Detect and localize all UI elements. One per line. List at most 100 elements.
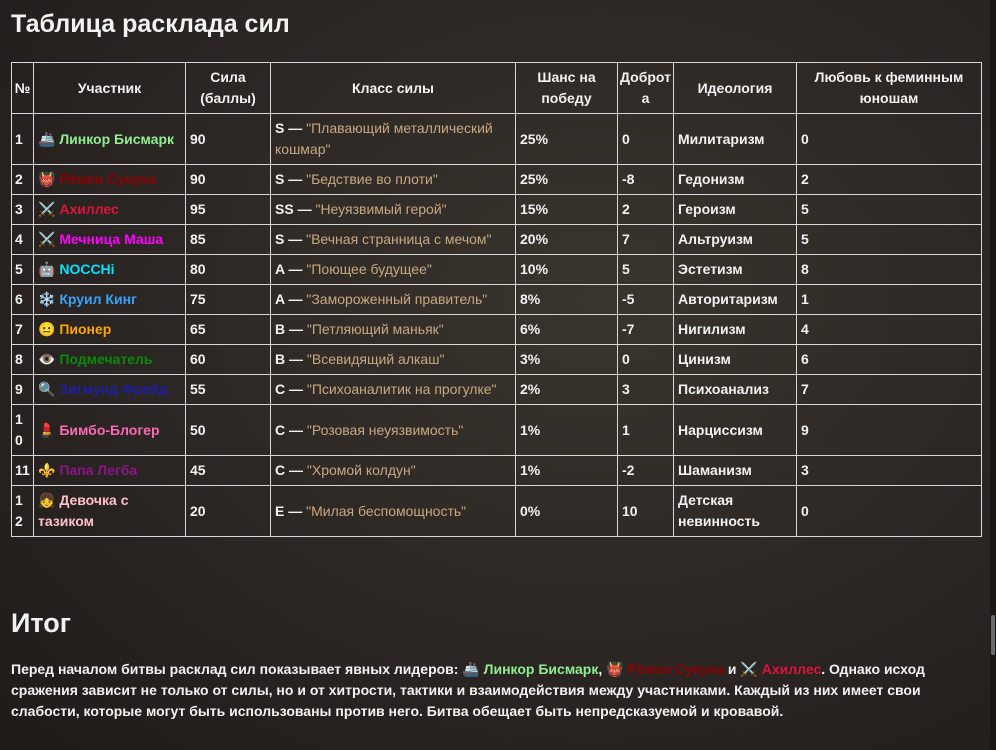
win-chance: 8% bbox=[515, 284, 618, 315]
love: 9 bbox=[796, 404, 982, 456]
header-row: № Участник Сила (баллы) Класс силы Шанс на п… bbox=[11, 62, 982, 114]
participant-name: Девочка с тазиком bbox=[38, 492, 129, 529]
class-cell: S — "Плавающий металлический кошмар" bbox=[270, 113, 516, 165]
ideology: Нигилизм bbox=[673, 314, 797, 345]
class-name: "Замороженный правитель" bbox=[306, 291, 488, 307]
love: 5 bbox=[796, 224, 982, 255]
win-chance: 15% bbox=[515, 194, 618, 225]
column-header: Шанс на победу bbox=[515, 62, 618, 114]
win-chance: 10% bbox=[515, 254, 618, 285]
love: 4 bbox=[796, 314, 982, 345]
love: 7 bbox=[796, 374, 982, 405]
row-number: 10 bbox=[11, 404, 34, 456]
column-header: Участник bbox=[33, 62, 186, 114]
summary-icon: 🚢 bbox=[462, 661, 480, 677]
kindness: 3 bbox=[617, 374, 674, 405]
participant-icon: ⚜️ bbox=[38, 462, 56, 478]
power: 65 bbox=[185, 314, 271, 345]
participant-icon: ❄️ bbox=[38, 291, 56, 307]
kindness: 10 bbox=[617, 485, 674, 537]
row-number: 7 bbox=[11, 314, 34, 345]
table-row: 5 🤖 NOCCHi 80 A — "Поющее будущее" 10% 5 Эстет… bbox=[11, 254, 982, 285]
summary-text-part: Перед началом битвы расклад сил показыва… bbox=[11, 661, 463, 677]
class-cell: S — "Бедствие во плоти" bbox=[270, 164, 516, 195]
table-row: 1 🚢 Линкор Бисмарк 90 S — "Плавающий металл… bbox=[11, 113, 982, 165]
power: 60 bbox=[185, 344, 271, 375]
kindness: -7 bbox=[617, 314, 674, 345]
participant-name: Бимбо-Блогер bbox=[59, 421, 160, 438]
power: 20 bbox=[185, 485, 271, 537]
table-row: 4 ⚔️ Мечница Маша 85 S — "Вечная странница … bbox=[11, 224, 982, 255]
class-name: "Неуязвимый герой" bbox=[315, 201, 447, 217]
love: 1 bbox=[796, 284, 982, 315]
kindness: 0 bbox=[617, 113, 674, 165]
class-name: "Плавающий металлический кошмар" bbox=[275, 120, 493, 157]
participant-cell: 🚢 Линкор Бисмарк bbox=[33, 113, 186, 165]
participant-icon: 💄 bbox=[38, 421, 56, 438]
class-grade: S — bbox=[275, 231, 303, 247]
page-title: Таблица расклада сил bbox=[11, 10, 290, 38]
row-number: 9 bbox=[11, 374, 34, 405]
participant-cell: 🔍 Зигмунд Фрейд bbox=[33, 374, 186, 405]
class-grade: C — bbox=[275, 462, 303, 478]
summary-icon: ⚔️ bbox=[740, 661, 758, 677]
row-number: 11 bbox=[11, 455, 34, 486]
ideology: Цинизм bbox=[673, 344, 797, 375]
summary-text-part: , bbox=[598, 661, 607, 677]
row-number: 6 bbox=[11, 284, 34, 315]
class-name: "Петляющий маньяк" bbox=[306, 321, 444, 337]
love: 2 bbox=[796, 164, 982, 195]
ideology: Психоанализ bbox=[673, 374, 797, 405]
class-name: "Поющее будущее" bbox=[306, 261, 432, 277]
class-cell: S — "Вечная странница с мечом" bbox=[270, 224, 516, 255]
class-cell: C — "Хромой колдун" bbox=[270, 455, 516, 486]
kindness: 1 bbox=[617, 404, 674, 456]
participant-icon: 😐 bbox=[38, 321, 56, 337]
summary-name: Ахиллес bbox=[761, 661, 822, 677]
ideology: Авторитаризм bbox=[673, 284, 797, 315]
kindness: 2 bbox=[617, 194, 674, 225]
class-grade: S — bbox=[275, 171, 303, 187]
ideology: Милитаризм bbox=[673, 113, 797, 165]
summary-text: Перед началом битвы расклад сил показыва… bbox=[11, 659, 986, 722]
table-row: 6 ❄️ Круил Кинг 75 A — "Замороженный правит… bbox=[11, 284, 982, 315]
summary-text-part: . Однако исход сражения зависит не тольк… bbox=[11, 661, 925, 719]
class-name: "Вечная странница с мечом" bbox=[306, 231, 492, 247]
participant-name: Линкор Бисмарк bbox=[59, 130, 175, 147]
kindness: 7 bbox=[617, 224, 674, 255]
column-header: Идеология bbox=[673, 62, 797, 114]
row-number: 3 bbox=[11, 194, 34, 225]
ideology: Гедонизм bbox=[673, 164, 797, 195]
participant-cell: ⚜️ Папа Легба bbox=[33, 455, 186, 486]
row-number: 5 bbox=[11, 254, 34, 285]
scrollbar[interactable] bbox=[990, 0, 996, 750]
power: 90 bbox=[185, 164, 271, 195]
class-name: "Бедствие во плоти" bbox=[306, 171, 438, 187]
participant-name: Круил Кинг bbox=[59, 291, 137, 307]
participant-name: Рёмен Сукуна bbox=[59, 171, 156, 187]
class-name: "Всевидящий алкаш" bbox=[306, 351, 445, 367]
win-chance: 0% bbox=[515, 485, 618, 537]
power: 90 bbox=[185, 113, 271, 165]
class-grade: A — bbox=[275, 291, 303, 307]
class-cell: C — "Розовая неуязвимость" bbox=[270, 404, 516, 456]
love: 6 bbox=[796, 344, 982, 375]
class-cell: E — "Милая беспомощность" bbox=[270, 485, 516, 537]
class-grade: C — bbox=[275, 421, 303, 438]
love: 0 bbox=[796, 485, 982, 537]
column-header: № bbox=[11, 62, 34, 114]
participant-name: Пионер bbox=[59, 321, 112, 337]
class-grade: A — bbox=[275, 261, 303, 277]
participant-cell: 👁️ Подмечатель bbox=[33, 344, 186, 375]
summary-text-part: и bbox=[724, 661, 741, 677]
participant-icon: 🔍 bbox=[38, 381, 56, 397]
participant-cell: 💄 Бимбо-Блогер bbox=[33, 404, 186, 456]
scrollbar-thumb[interactable] bbox=[991, 615, 995, 655]
power: 85 bbox=[185, 224, 271, 255]
row-number: 4 bbox=[11, 224, 34, 255]
power-table: № Участник Сила (баллы) Класс силы Шанс на п… bbox=[11, 62, 982, 537]
column-header: Класс силы bbox=[270, 62, 516, 114]
participant-cell: 🤖 NOCCHi bbox=[33, 254, 186, 285]
table-body: 1 🚢 Линкор Бисмарк 90 S — "Плавающий металл… bbox=[11, 113, 982, 537]
